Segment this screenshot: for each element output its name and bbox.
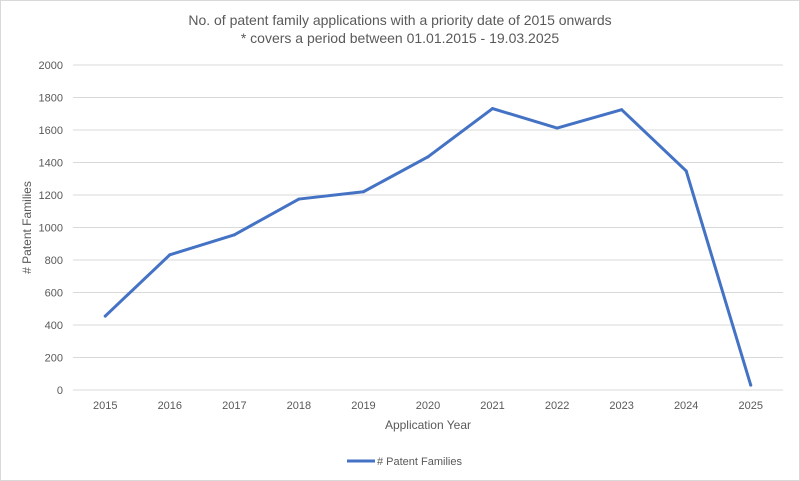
data-point[interactable] — [232, 233, 236, 237]
x-tick-label: 2016 — [158, 400, 182, 412]
chart-subtitle: * covers a period between 01.01.2015 - 1… — [240, 30, 560, 46]
y-tick-label: 1800 — [39, 93, 63, 105]
data-point[interactable] — [620, 108, 624, 112]
gridlines — [73, 64, 783, 358]
x-tick-label: 2022 — [545, 400, 569, 412]
x-tick-label: 2020 — [416, 400, 440, 412]
x-tick-label: 2023 — [609, 400, 633, 412]
x-axis-ticks: 2015 2016 2017 2018 2019 2020 2021 2022 2023 2024… — [93, 400, 763, 412]
y-tick-label: 2000 — [39, 60, 63, 72]
y-tick-label: 200 — [45, 353, 63, 365]
data-point[interactable] — [684, 169, 688, 173]
data-point[interactable] — [361, 190, 365, 194]
x-tick-label: 2024 — [674, 400, 698, 412]
legend[interactable]: # Patent Families — [347, 456, 462, 468]
x-tick-label: 2025 — [738, 400, 762, 412]
y-tick-label: 1600 — [39, 125, 63, 137]
x-tick-label: 2018 — [287, 400, 311, 412]
x-tick-label: 2021 — [480, 400, 504, 412]
series-layer — [103, 107, 753, 387]
data-point[interactable] — [749, 383, 753, 387]
data-point[interactable] — [426, 155, 430, 159]
data-point[interactable] — [491, 107, 495, 111]
y-tick-label: 800 — [45, 255, 63, 267]
x-tick-label: 2017 — [222, 400, 246, 412]
chart-title-block: No. of patent family applications with a… — [1, 11, 799, 47]
x-axis-title: Application Year — [385, 418, 471, 432]
chart-title: No. of patent family applications with a… — [188, 12, 612, 28]
data-point[interactable] — [168, 253, 172, 257]
y-tick-label: 0 — [57, 385, 63, 397]
y-tick-label: 1200 — [39, 190, 63, 202]
x-tick-label: 2015 — [93, 400, 117, 412]
y-axis-title: # Patent Families — [20, 181, 34, 274]
data-point[interactable] — [103, 314, 107, 318]
y-tick-label: 600 — [45, 288, 63, 300]
data-point[interactable] — [555, 126, 559, 130]
data-point[interactable] — [297, 197, 301, 201]
legend-label: # Patent Families — [377, 456, 462, 468]
y-tick-label: 400 — [45, 320, 63, 332]
series-line[interactable] — [103, 107, 753, 387]
y-tick-label: 1400 — [39, 158, 63, 170]
y-tick-label: 1000 — [39, 223, 63, 235]
x-tick-label: 2019 — [351, 400, 375, 412]
y-axis-ticks: 0 200 400 600 800 1000 1200 1400 1600 1800 2000 — [39, 60, 63, 397]
